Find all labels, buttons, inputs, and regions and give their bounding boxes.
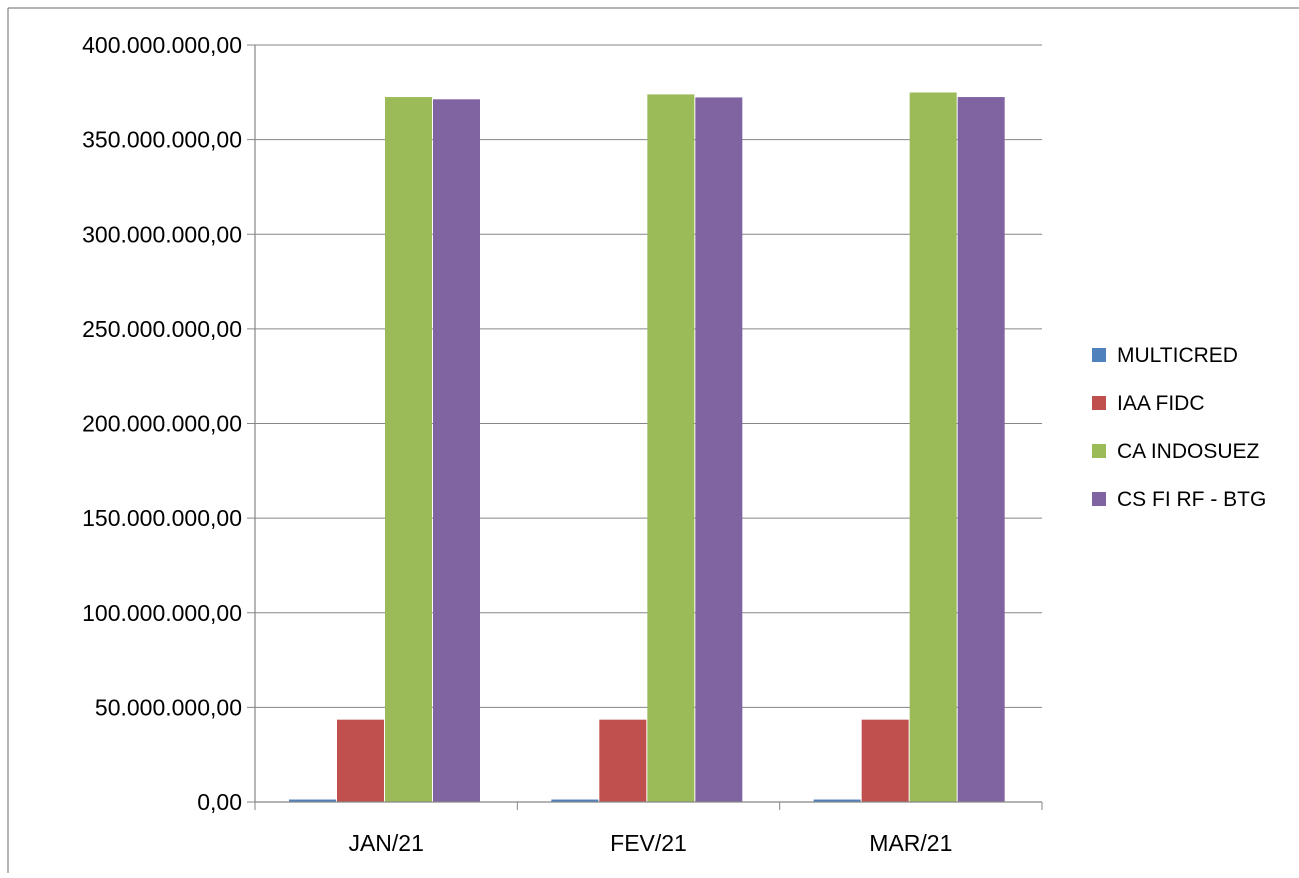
bar-ca-indosuez-2	[909, 92, 957, 802]
bar-cs-fi-rf-btg-2	[957, 97, 1005, 802]
y-tick-label: 100.000.000,00	[82, 600, 242, 626]
bar-iaa-fidc-0	[337, 719, 384, 802]
legend-label: MULTICRED	[1117, 344, 1238, 367]
legend-label: IAA FIDC	[1117, 392, 1205, 415]
legend-label: CA INDOSUEZ	[1117, 440, 1260, 463]
y-tick-label: 200.000.000,00	[82, 411, 242, 437]
legend-swatch	[1092, 492, 1106, 506]
bar-multicred-2	[813, 799, 861, 802]
bar-cs-fi-rf-btg-1	[695, 97, 743, 803]
y-axis-tick-labels: 0,00 50.000.000,00 100.000.000,00 150.000.0…	[82, 32, 242, 815]
bar-cs-fi-rf-btg-0	[433, 99, 480, 802]
x-tick-label: FEV/21	[610, 830, 687, 856]
bar-ca-indosuez-1	[647, 94, 695, 803]
legend-swatch	[1092, 444, 1106, 458]
y-tick-label: 0,00	[197, 789, 242, 815]
x-tick-label: MAR/21	[869, 830, 952, 856]
x-tick-label: JAN/21	[348, 830, 423, 856]
bar-iaa-fidc-1	[599, 719, 647, 802]
legend-swatch	[1092, 348, 1106, 362]
x-axis-tick-labels: JAN/21 FEV/21 MAR/21	[348, 830, 952, 856]
bar-multicred-0	[289, 799, 336, 802]
y-tick-label: 250.000.000,00	[82, 316, 242, 342]
y-tick-label: 50.000.000,00	[95, 694, 242, 720]
legend-label: CS FI RF - BTG	[1117, 488, 1266, 511]
y-tick-label: 300.000.000,00	[82, 221, 242, 247]
y-tick-label: 400.000.000,00	[82, 32, 242, 58]
bar-ca-indosuez-0	[385, 97, 432, 802]
bars	[289, 92, 1005, 803]
bar-multicred-1	[551, 799, 599, 802]
y-tick-label: 150.000.000,00	[82, 505, 242, 531]
y-tick-label: 350.000.000,00	[82, 127, 242, 153]
bar-iaa-fidc-2	[861, 719, 909, 802]
axes	[247, 44, 1043, 810]
legend-swatch	[1092, 396, 1106, 410]
legend: MULTICRED IAA FIDC CA INDOSUEZ CS FI RF - B…	[1092, 344, 1266, 511]
